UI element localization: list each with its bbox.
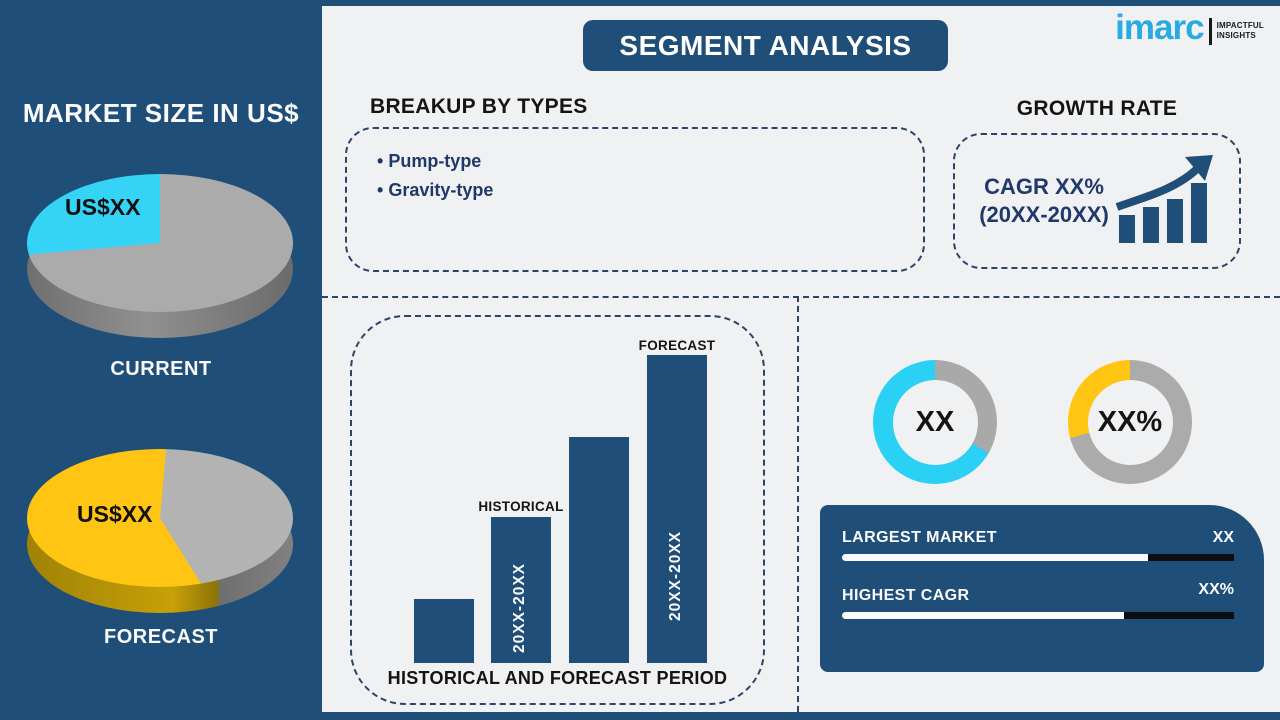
historical-bar-title: HISTORICAL	[478, 499, 564, 514]
bar-period-3	[569, 437, 629, 663]
growth-arrow-bars-icon	[1115, 155, 1215, 247]
current-pie-value: US$XX	[65, 194, 141, 220]
forecast-pie-caption: FORECAST	[104, 626, 218, 648]
vertical-divider	[797, 296, 799, 712]
imarc-wordmark: imarc	[1115, 8, 1204, 47]
logo-divider	[1208, 17, 1212, 45]
breakup-item: Gravity-type	[377, 176, 923, 205]
largest-market-donut: XX	[873, 360, 997, 484]
cagr-period: (20XX-20XX)	[979, 202, 1109, 227]
cagr-text: CAGR XX% (20XX-20XX)	[979, 173, 1109, 229]
page-title-banner: SEGMENT ANALYSIS	[583, 20, 948, 71]
largest-market-row: LARGEST MARKET XX	[842, 529, 1234, 547]
horizontal-divider	[322, 296, 1280, 298]
period-bar-chart: 20XX-20XX 20XX-20XX HISTORICAL FORECAST …	[350, 315, 765, 705]
bar-period-1	[414, 599, 474, 663]
highest-cagr-progress-fill	[842, 612, 1125, 619]
imarc-logo: imarc IMPACTFUL INSIGHTS	[1115, 8, 1264, 48]
historical-period-label: 20XX-20XX	[511, 563, 528, 653]
largest-market-value: XX	[1212, 529, 1234, 546]
forecast-bar-title: FORECAST	[638, 338, 716, 353]
breakup-item: Pump-type	[377, 147, 923, 176]
highest-cagr-label: HIGHEST CAGR	[842, 587, 970, 604]
cagr-value: CAGR XX%	[984, 174, 1104, 199]
forecast-pie-chart: US$XX	[27, 449, 293, 624]
forecast-period-label: 20XX-20XX	[667, 531, 684, 621]
main-content: SEGMENT ANALYSIS imarc IMPACTFUL INSIGHT…	[322, 0, 1280, 720]
logo-tagline: IMPACTFUL INSIGHTS	[1217, 21, 1264, 41]
page-title: SEGMENT ANALYSIS	[619, 29, 912, 61]
largest-market-donut-value: XX	[915, 405, 955, 438]
highest-cagr-donut: XX%	[1068, 360, 1192, 484]
bar-historical: 20XX-20XX	[491, 517, 551, 663]
current-pie-face	[27, 174, 293, 312]
growth-section-title: GROWTH RATE	[1016, 97, 1178, 120]
current-pie-chart: US$XX	[27, 174, 293, 344]
forecast-pie-value: US$XX	[77, 501, 153, 527]
bar-forecast: 20XX-20XX	[647, 355, 707, 663]
market-size-sidebar: MARKET SIZE IN US$ US$XX CURRENT US$XX F…	[0, 0, 322, 720]
bar-chart-caption: HISTORICAL AND FORECAST PERIOD	[387, 668, 728, 688]
breakup-box: Pump-type Gravity-type	[345, 127, 925, 272]
largest-market-donut-hole: XX	[892, 379, 978, 465]
largest-market-label: LARGEST MARKET	[842, 529, 997, 546]
bottom-border-strip	[0, 712, 1280, 720]
largest-market-progress-bar	[842, 554, 1234, 561]
highest-cagr-donut-value: XX%	[1097, 405, 1163, 438]
summary-panel: LARGEST MARKET XX HIGHEST CAGR XX%	[820, 505, 1264, 672]
highest-cagr-donut-hole: XX%	[1087, 379, 1173, 465]
highest-cagr-progress-rest	[1124, 612, 1234, 619]
sidebar-title: MARKET SIZE IN US$	[22, 98, 300, 128]
breakup-section-title: BREAKUP BY TYPES	[370, 95, 588, 118]
logo-tagline-line1: IMPACTFUL	[1216, 21, 1264, 30]
highest-cagr-progress-bar	[842, 612, 1234, 619]
highest-cagr-value: XX%	[1198, 581, 1234, 598]
largest-market-progress-fill	[842, 554, 1148, 561]
top-border-strip	[0, 0, 1280, 6]
highest-cagr-row: HIGHEST CAGR XX%	[842, 581, 1234, 605]
growth-rate-box: CAGR XX% (20XX-20XX)	[953, 133, 1241, 269]
largest-market-progress-rest	[1147, 554, 1234, 561]
forecast-pie-face	[27, 449, 293, 587]
logo-tagline-line2: INSIGHTS	[1216, 31, 1256, 40]
current-pie-caption: CURRENT	[110, 358, 212, 380]
